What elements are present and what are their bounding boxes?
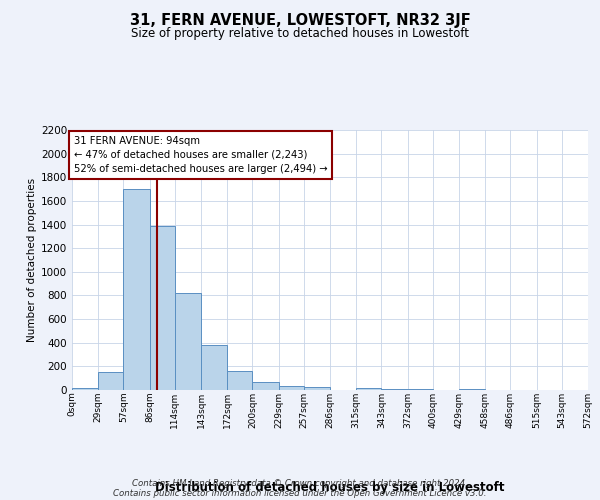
Text: 31, FERN AVENUE, LOWESTOFT, NR32 3JF: 31, FERN AVENUE, LOWESTOFT, NR32 3JF	[130, 12, 470, 28]
Bar	[407, 389, 433, 390]
Bar	[201, 345, 227, 390]
Text: Contains public sector information licensed under the Open Government Licence v3: Contains public sector information licen…	[113, 488, 487, 498]
Bar	[227, 371, 253, 390]
X-axis label: Distribution of detached houses by size in Lowestoft: Distribution of detached houses by size …	[155, 480, 505, 494]
Bar	[304, 387, 330, 390]
Bar	[278, 386, 304, 390]
Bar	[459, 389, 485, 390]
Bar	[149, 226, 175, 390]
Y-axis label: Number of detached properties: Number of detached properties	[27, 178, 37, 342]
Bar	[175, 293, 201, 390]
Text: Contains HM Land Registry data © Crown copyright and database right 2024.: Contains HM Land Registry data © Crown c…	[132, 478, 468, 488]
Bar	[356, 388, 382, 390]
Text: 31 FERN AVENUE: 94sqm
← 47% of detached houses are smaller (2,243)
52% of semi-d: 31 FERN AVENUE: 94sqm ← 47% of detached …	[74, 136, 328, 174]
Bar	[72, 388, 98, 390]
Bar	[98, 372, 124, 390]
Bar	[124, 189, 149, 390]
Bar	[253, 382, 278, 390]
Text: Size of property relative to detached houses in Lowestoft: Size of property relative to detached ho…	[131, 28, 469, 40]
